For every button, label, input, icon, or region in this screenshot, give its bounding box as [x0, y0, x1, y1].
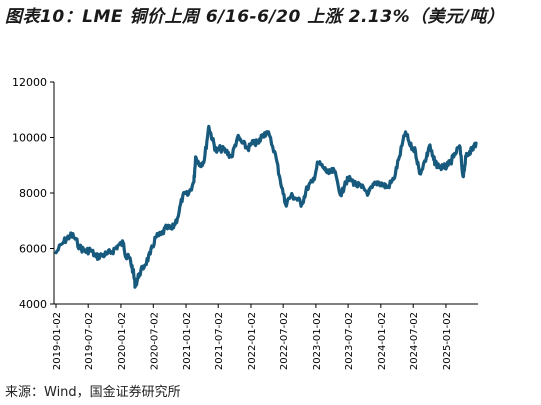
x-tick-label: 2020-01-02 — [117, 312, 128, 370]
x-tick-label: 2019-01-02 — [52, 312, 63, 370]
y-tick-label: 8000 — [19, 187, 47, 200]
y-tick-label: 4000 — [19, 298, 47, 311]
x-tick-label: 2020-07-02 — [149, 312, 160, 370]
x-tick-label: 2021-07-02 — [214, 312, 225, 370]
y-tick-label: 12000 — [12, 76, 47, 89]
copper-price-line — [54, 124, 478, 289]
x-tick-label: 2022-01-02 — [247, 312, 258, 370]
x-tick-label: 2025-01-02 — [442, 312, 453, 370]
x-tick-label: 2019-07-02 — [84, 312, 95, 370]
source-note: 来源：Wind，国金证券研究所 — [5, 385, 181, 400]
chart-title: 图表10：LME 铜价上周 6/16-6/20 上涨 2.13%（美元/吨） — [5, 7, 505, 27]
x-tick-label: 2022-07-02 — [279, 312, 290, 370]
x-tick-label: 2024-07-02 — [409, 312, 420, 370]
x-tick-label: 2023-07-02 — [344, 312, 355, 370]
y-tick-label: 10000 — [12, 132, 47, 145]
x-tick-label: 2024-01-02 — [377, 312, 388, 370]
x-tick-label: 2023-01-02 — [312, 312, 323, 370]
x-tick-label: 2021-01-02 — [182, 312, 193, 370]
y-tick-label: 6000 — [19, 243, 47, 256]
